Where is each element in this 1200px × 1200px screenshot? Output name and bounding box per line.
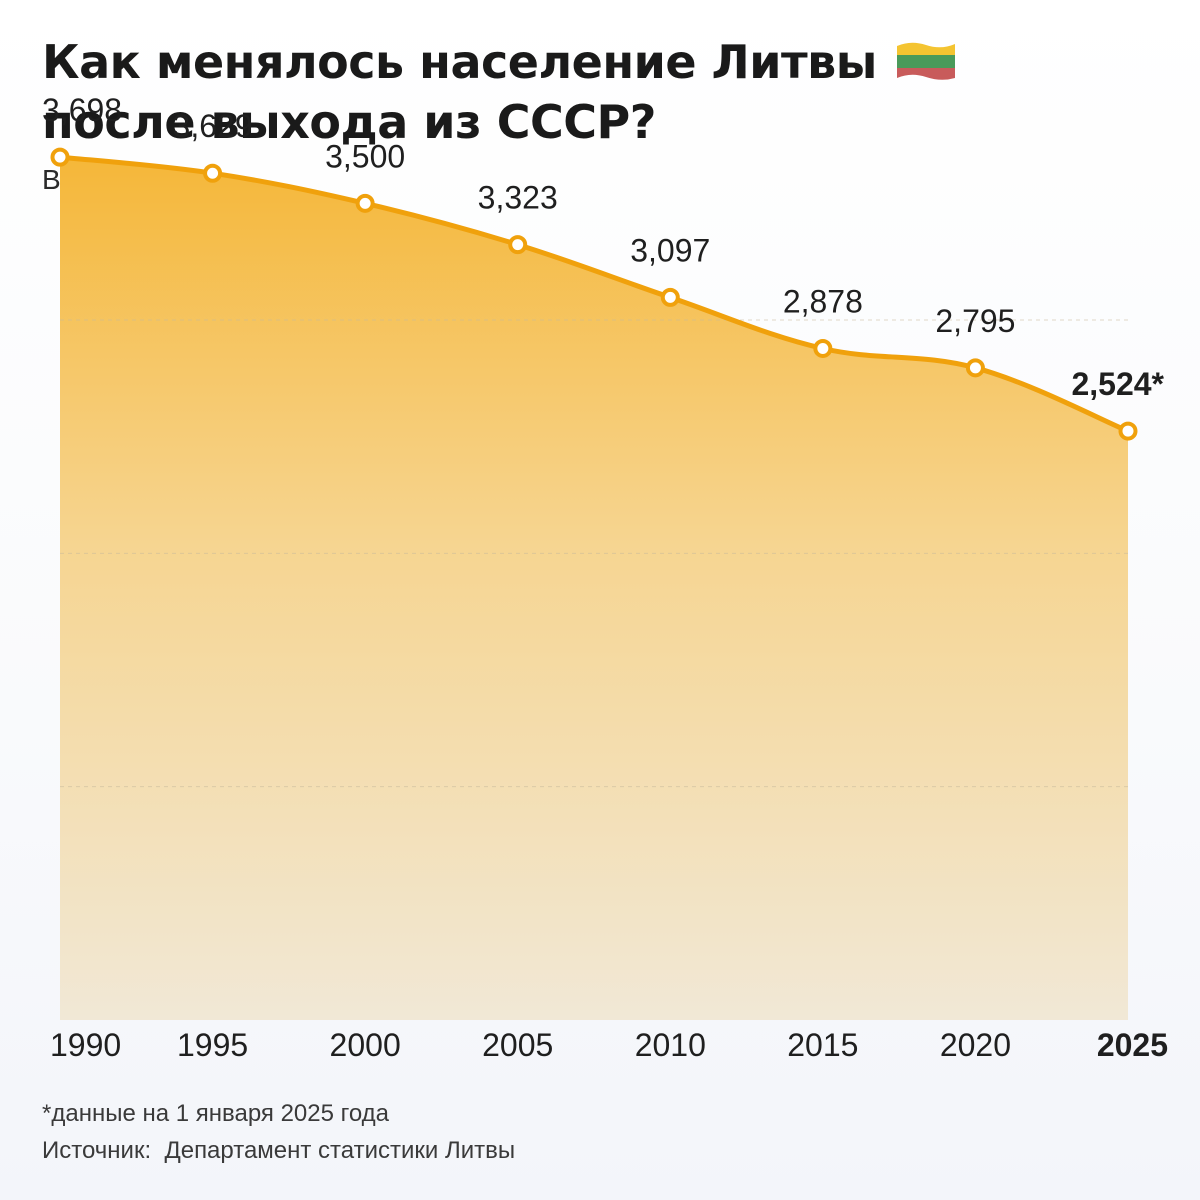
data-label-2025: 2,524* (1071, 366, 1164, 402)
title-line-2: после выхода из СССР? (42, 95, 656, 149)
data-point-2010 (660, 287, 680, 307)
x-tick-2005: 2005 (482, 1027, 553, 1063)
x-tick-2010: 2010 (635, 1027, 706, 1063)
data-label-2020: 2,795 (935, 303, 1015, 339)
x-tick-2025: 2025 (1097, 1027, 1168, 1063)
source-note: Источник: Департамент статистики Литвы (42, 1137, 516, 1164)
data-point-1990 (50, 147, 70, 167)
data-point-2015 (813, 338, 833, 358)
data-label-1995: 3,629 (173, 108, 253, 144)
area-fill (60, 157, 1128, 1021)
x-tick-2000: 2000 (330, 1027, 401, 1063)
data-markers (50, 147, 1138, 441)
data-point-2005 (508, 235, 528, 255)
data-label-2005: 3,323 (478, 180, 558, 216)
x-tick-1995: 1995 (177, 1027, 248, 1063)
x-tick-2015: 2015 (787, 1027, 858, 1063)
data-labels: 3,698 3,629 3,500 3,323 3,097 2,878 2,795 2,524… (42, 92, 1165, 402)
data-point-1995 (203, 163, 223, 183)
title-line-1: Как менялось население Литвы (42, 32, 1142, 92)
data-point-2025 (1118, 421, 1138, 441)
data-point-2020 (965, 358, 985, 378)
x-tick-1990: 1990 (50, 1027, 121, 1063)
data-point-2000 (355, 193, 375, 213)
grid-lines (60, 319, 1128, 788)
data-label-1990: 3,698 (42, 92, 122, 128)
footnote: *данные на 1 января 2025 года (42, 1100, 390, 1127)
data-label-2000: 3,500 (325, 138, 405, 174)
title-line-1-text: Как менялось население Литвы (42, 35, 877, 89)
x-axis-ticks: 1990 1995 2000 2005 2010 2015 2020 2025 (50, 1027, 1168, 1063)
data-label-2010: 3,097 (630, 232, 710, 268)
data-label-2015: 2,878 (783, 283, 863, 319)
lithuania-flag-icon (896, 42, 955, 80)
series-line (57, 154, 1131, 434)
chart-title: Как менялось население Литвы после выход… (42, 32, 1142, 152)
x-tick-2020: 2020 (940, 1027, 1011, 1063)
